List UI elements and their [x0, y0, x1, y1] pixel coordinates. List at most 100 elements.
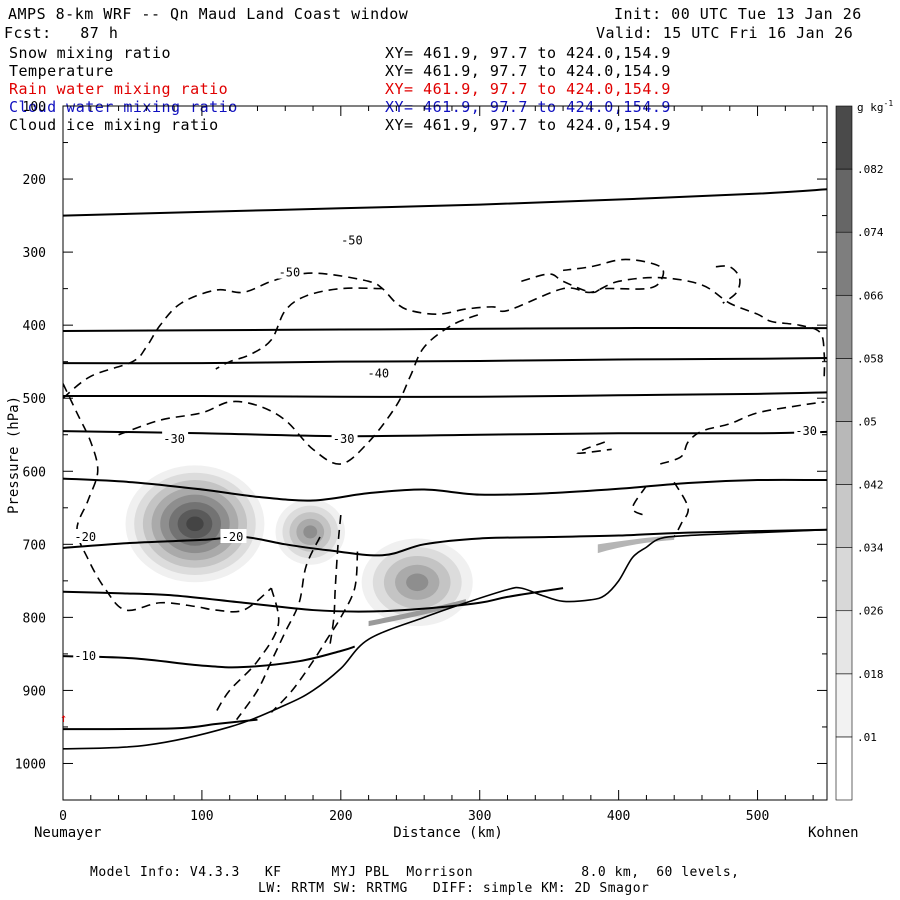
y-tick-label: 900	[23, 684, 46, 699]
y-tick-label: 400	[23, 319, 46, 334]
isotherm-line	[63, 718, 258, 731]
colorbar-box	[835, 358, 853, 422]
field-xy-snow: XY= 461.9, 97.7 to 424.0,154.9	[385, 44, 671, 62]
cloud-ice-contour	[118, 313, 481, 465]
colorbar-box	[835, 105, 853, 170]
cloud-ice-contour	[660, 401, 825, 465]
colorbar-box	[835, 610, 853, 675]
temp-label-bg	[331, 431, 358, 446]
init-time: Init: 00 UTC Tue 13 Jan 26	[614, 5, 862, 23]
red-axis-marker: ↑	[60, 711, 67, 725]
temp-label: -30	[333, 432, 355, 446]
y-tick-label: 100	[23, 100, 46, 115]
model-info-line1: Model Info: V4.3.3 KF MYJ PBL Morrison 8…	[90, 865, 740, 880]
cloud-ice-contour	[576, 441, 612, 455]
y-tick-label: 800	[23, 611, 46, 626]
colorbar-tick-label: .018	[857, 668, 884, 681]
temp-label-bg	[220, 529, 247, 544]
isotherm-line	[63, 327, 827, 333]
temp-label: -20	[222, 530, 244, 544]
field-name-temperature: Temperature	[9, 62, 114, 80]
cloud-ice-contour	[715, 265, 741, 304]
isotherm-line	[63, 528, 827, 557]
snow-shade-band	[368, 599, 466, 627]
snow-shade-ring	[406, 573, 429, 592]
colorbar-tick-label: .034	[857, 542, 884, 555]
isotherm-line	[63, 391, 827, 398]
colorbar-tick-label: .074	[857, 226, 884, 239]
x-left-location: Neumayer	[34, 825, 101, 841]
colorbar-tick-label: .01	[857, 731, 877, 744]
x-tick-label: 300	[468, 809, 491, 824]
field-name-cloud-water: Cloud water mixing ratio	[9, 98, 238, 116]
x-tick-label: 0	[59, 809, 67, 824]
temp-label: -30	[795, 424, 817, 438]
colorbar-tick-label: .082	[857, 163, 884, 176]
forecast-hour: Fcst: 87 h	[4, 24, 119, 42]
y-tick-label: 700	[23, 538, 46, 553]
terrain-layer	[63, 528, 827, 750]
colorbar-tick-label: .058	[857, 352, 884, 365]
x-tick-label: 100	[190, 809, 213, 824]
y-tick-label: 1000	[15, 757, 46, 772]
y-axis-title: Pressure (hPa)	[6, 396, 22, 514]
isotherm-layer	[63, 188, 827, 731]
model-info-line2: LW: RRTM SW: RRTMG DIFF: simple KM: 2D S…	[258, 881, 650, 896]
temp-label: -50	[279, 266, 301, 280]
colorbar-box	[835, 231, 853, 296]
temp-label-bg	[339, 232, 366, 247]
cloud-ice-contour	[63, 272, 826, 399]
snow-shade-ring	[186, 516, 204, 532]
isotherm-line	[63, 587, 564, 613]
y-tick-label: 200	[23, 173, 46, 188]
temp-label-bg	[73, 648, 100, 663]
x-tick-label: 500	[746, 809, 769, 824]
field-name-cloud-ice: Cloud ice mixing ratio	[9, 116, 219, 134]
colorbar: .01 .018 .026 .034 .042 .05 .058 .066 .074 .082	[835, 105, 884, 801]
isotherm-line	[63, 645, 356, 669]
cloud-ice-contour	[215, 287, 383, 370]
temp-label: -40	[367, 366, 389, 380]
temp-label-bg	[277, 264, 304, 279]
figure-title: AMPS 8-km WRF -- Qn Maud Land Coast wind…	[8, 5, 409, 23]
colorbar-box	[835, 547, 853, 612]
temp-label: -10	[74, 649, 96, 663]
field-xy-rain: XY= 461.9, 97.7 to 424.0,154.9	[385, 80, 671, 98]
terrain-surface-line	[63, 528, 827, 750]
colorbar-box	[835, 168, 853, 233]
cloud-ice-contour	[215, 587, 280, 713]
colorbar-box	[835, 736, 853, 801]
snow-shade-ring	[303, 525, 318, 539]
colorbar-box	[835, 484, 853, 548]
x-right-location: Kohnen	[808, 825, 859, 841]
temp-label-bg	[366, 365, 393, 380]
temp-label: -50	[341, 233, 363, 247]
cloud-ice-contour	[328, 515, 342, 647]
plot-frame	[62, 105, 828, 801]
colorbar-box	[835, 294, 853, 359]
cloud-ice-contour	[631, 485, 648, 516]
field-name-snow: Snow mixing ratio	[9, 44, 172, 62]
colorbar-units: g kg-1	[857, 99, 893, 114]
colorbar-box	[835, 673, 853, 738]
colorbar-tick-label: .026	[857, 605, 884, 618]
temp-label: -20	[74, 530, 96, 544]
valid-time: Valid: 15 UTC Fri 16 Jan 26	[596, 24, 854, 42]
snow-mixing-ratio-shading	[125, 465, 675, 627]
colorbar-tick-label: .05	[857, 415, 877, 428]
temp-label-bg	[162, 431, 189, 446]
field-name-rain: Rain water mixing ratio	[9, 80, 229, 98]
cloud-ice-contour	[521, 258, 665, 294]
colorbar-box	[835, 421, 853, 485]
field-xy-cloud-ice: XY= 461.9, 97.7 to 424.0,154.9	[385, 116, 671, 134]
y-tick-label: 500	[23, 392, 46, 407]
y-tick-label: 600	[23, 465, 46, 480]
temperature-labels: -50 -50 -40 -30 -30 -30 -20 -20 -10	[73, 232, 821, 663]
y-tick-label: 300	[23, 246, 46, 261]
field-xy-temperature: XY= 461.9, 97.7 to 424.0,154.9	[385, 62, 671, 80]
colorbar-tick-label: .066	[857, 289, 884, 302]
temp-label-bg	[794, 423, 821, 438]
cloud-ice-contour	[63, 383, 272, 613]
